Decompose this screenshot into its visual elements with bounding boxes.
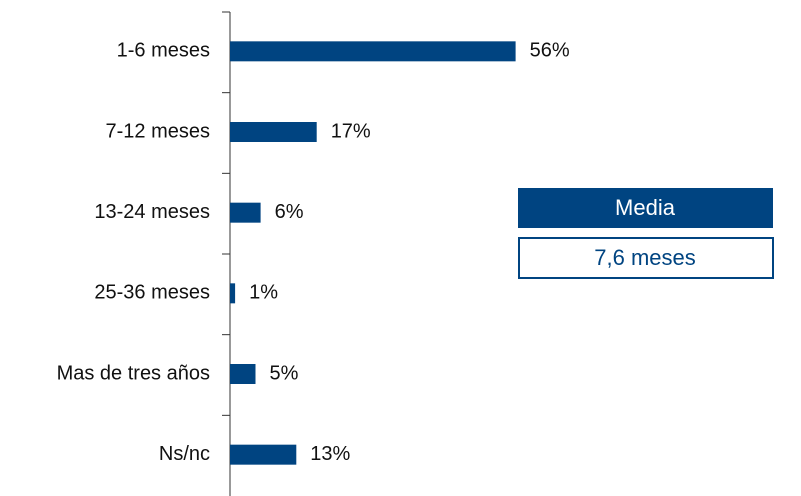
- value-label: 5%: [270, 362, 299, 384]
- value-label: 1%: [249, 282, 278, 304]
- category-label: 13-24 meses: [94, 201, 210, 223]
- annotation-box: [518, 237, 774, 279]
- annotation-value: 7,6 meses: [594, 245, 696, 270]
- bar: [230, 41, 516, 62]
- bar: [230, 283, 236, 304]
- value-label: 17%: [331, 120, 371, 142]
- annotation-title: Media: [615, 195, 676, 220]
- bar: [230, 202, 261, 223]
- bar: [230, 444, 297, 465]
- category-label: 1-6 meses: [117, 40, 210, 62]
- category-label: Mas de tres años: [57, 362, 210, 384]
- bar: [230, 122, 317, 142]
- value-label: 56%: [530, 40, 570, 62]
- value-label: 6%: [275, 201, 304, 223]
- category-label: Ns/nc: [159, 443, 210, 465]
- value-label: 13%: [310, 443, 350, 465]
- annotation-header: [518, 188, 773, 228]
- category-label: 7-12 meses: [106, 120, 211, 142]
- bar: [230, 364, 256, 384]
- category-label: 25-36 meses: [94, 282, 210, 304]
